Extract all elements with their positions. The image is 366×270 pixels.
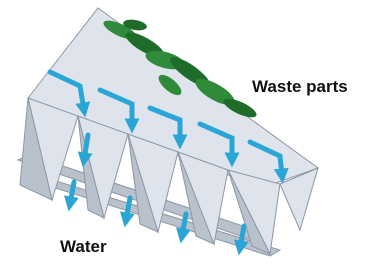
illustration: Waste parts Water: [0, 0, 366, 270]
page: Waste parts Water (() => { const data = …: [0, 0, 366, 270]
water-label: Water: [60, 237, 107, 256]
waste-label: Waste parts: [252, 77, 348, 96]
structure: [18, 8, 318, 256]
